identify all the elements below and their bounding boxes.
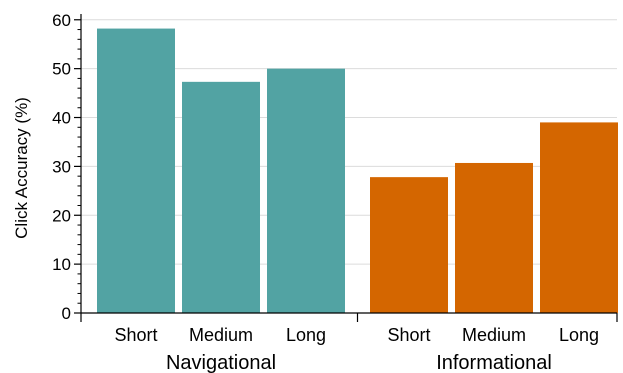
- bar-navigational-medium: [182, 81, 260, 313]
- y-tick-label-20: 20: [52, 206, 71, 225]
- bars-layer: [97, 28, 618, 313]
- x-category-label: Short: [114, 325, 157, 345]
- y-tick-label-60: 60: [52, 11, 71, 30]
- x-category-label: Long: [559, 325, 599, 345]
- y-tick-label-0: 0: [62, 304, 71, 323]
- y-tick-label-10: 10: [52, 255, 71, 274]
- x-group-label-informational: Informational: [436, 352, 552, 373]
- bar-navigational-short: [97, 28, 175, 313]
- x-category-label: Short: [387, 325, 430, 345]
- bar-informational-short: [370, 177, 448, 313]
- x-category-label: Medium: [189, 325, 253, 345]
- y-tick-label-40: 40: [52, 109, 71, 128]
- x-category-label: Long: [286, 325, 326, 345]
- y-tick-label-50: 50: [52, 60, 71, 79]
- axis-layer: 0 10 20 30 40 50 60 Short Medium Long Navigational…: [52, 11, 618, 373]
- x-category-label: Medium: [462, 325, 526, 345]
- y-tick-label-30: 30: [52, 157, 71, 176]
- bar-informational-long: [540, 122, 618, 313]
- x-group-label-navigational: Navigational: [166, 352, 276, 373]
- bar-navigational-long: [267, 68, 345, 313]
- bar-informational-medium: [455, 162, 533, 313]
- y-axis-title: Click Accuracy (%): [12, 97, 31, 239]
